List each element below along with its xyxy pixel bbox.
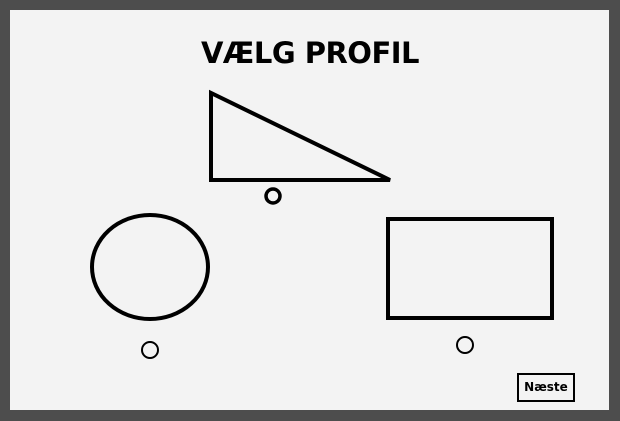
rectangle-radio-button[interactable] <box>456 336 474 354</box>
triangle-radio-button[interactable] <box>264 187 282 205</box>
circle-radio-button[interactable] <box>141 341 159 359</box>
profile-option-rectangle[interactable] <box>386 217 554 354</box>
page-title: VÆLG PROFIL <box>200 36 420 70</box>
triangle-icon[interactable] <box>209 89 391 182</box>
next-button[interactable]: Næste <box>517 373 575 402</box>
profile-option-triangle[interactable] <box>209 89 391 205</box>
profile-select-panel <box>10 10 609 410</box>
profile-option-circle[interactable] <box>90 213 210 359</box>
circle-icon[interactable] <box>90 213 210 321</box>
rectangle-icon[interactable] <box>386 217 554 320</box>
